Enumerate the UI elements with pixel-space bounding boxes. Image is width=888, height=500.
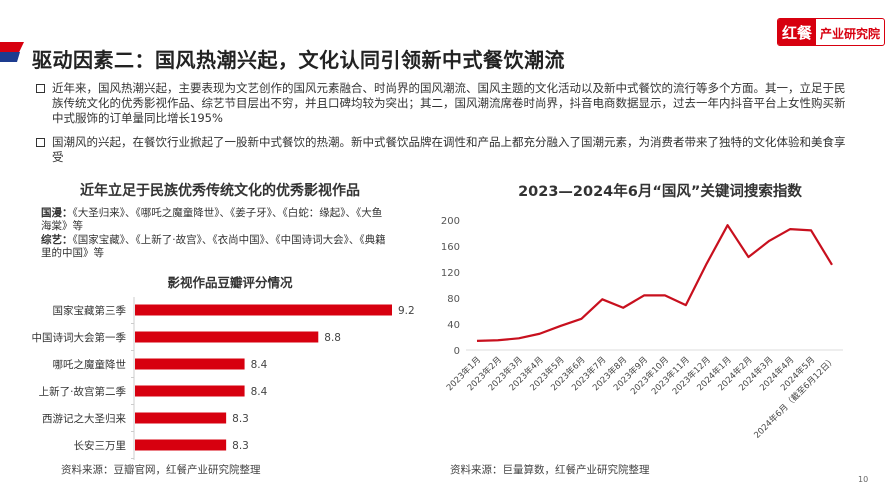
logo: 红餐 产业研究院 (777, 18, 886, 46)
bullet-text: 国潮风的兴起，在餐饮行业掀起了一股新中式餐饮的热潮。新中式餐饮品牌在调性和产品上… (52, 135, 846, 164)
left-source: 资料来源：豆瓣官网，红餐产业研究院整理 (61, 464, 261, 476)
page-title: 驱动因素二：国风热潮兴起，文化认同引领新中式餐饮潮流 (32, 48, 565, 72)
anime-note: 国漫：《大圣归来》、《哪吒之魔童降世》、《姜子牙》、《白蛇：缘起》、《大鱼海棠》… (41, 207, 391, 233)
y-tick-label: 120 (441, 268, 460, 279)
y-tick-label: 80 (447, 294, 460, 305)
anime-label: 国漫： (41, 207, 73, 219)
y-tick-label: 200 (441, 216, 460, 227)
bar-category-label: 长安三万里 (74, 439, 127, 452)
bar-category-label: 上新了·故宫第二季 (39, 385, 127, 398)
anime-text: 《大圣归来》、《哪吒之魔童降世》、《姜子牙》、《白蛇：缘起》、《大鱼海棠》等 (41, 207, 383, 232)
bar-value-label: 8.3 (232, 413, 249, 425)
bar-chart: 国家宝藏第三季 9.2 中国诗词大会第一季 8.8 哪吒之魔童降世 8.4 上新了·故宫第二… (32, 297, 415, 460)
bar-category-label: 西游记之大圣归来 (42, 412, 126, 425)
bar (135, 439, 227, 451)
bar-chart-title: 影视作品豆瓣评分情况 (167, 275, 293, 290)
series-line (476, 224, 833, 342)
logo-text: 产业研究院 (820, 27, 881, 41)
bar-category-label: 哪吒之魔童降世 (53, 358, 127, 371)
logo-mark: 红餐 (778, 19, 817, 45)
bullet-1: 近年来，国风热潮兴起，主要表现为文艺创作的国风元素融合、时尚界的国风潮流、国风主… (36, 81, 846, 126)
bar (135, 304, 392, 316)
bar (135, 385, 245, 397)
bullet-2: 国潮风的兴起，在餐饮行业掀起了一股新中式餐饮的热潮。新中式餐饮品牌在调性和产品上… (36, 135, 846, 165)
variety-label: 综艺： (41, 234, 73, 246)
right-source: 资料来源：巨量算数，红餐产业研究院整理 (450, 464, 650, 476)
title-flag-blue (0, 52, 20, 62)
bar-value-label: 8.8 (324, 332, 341, 344)
bar-value-label: 8.3 (232, 440, 249, 452)
bar-category-label: 中国诗词大会第一季 (32, 331, 127, 344)
title-flag-red (0, 42, 24, 52)
square-bullet-icon (36, 138, 45, 147)
page-number: 10 (858, 475, 869, 484)
bar-value-label: 8.4 (251, 386, 268, 398)
y-tick-label: 40 (447, 320, 460, 331)
bullet-text: 近年来，国风热潮兴起，主要表现为文艺创作的国风元素融合、时尚界的国风潮流、国风主… (52, 81, 846, 125)
left-title: 近年立足于民族优秀传统文化的优秀影视作品 (80, 183, 360, 199)
bar (135, 358, 245, 370)
bar-value-label: 9.2 (398, 305, 415, 317)
y-tick-label: 0 (454, 346, 460, 357)
line-chart-title: 2023—2024年6月“国风”关键词搜索指数 (518, 184, 802, 200)
bar (135, 412, 227, 424)
variety-note: 综艺：《国家宝藏》、《上新了·故宫》、《衣尚中国》、《中国诗词大会》、《典籍里的… (41, 234, 391, 260)
square-bullet-icon (36, 84, 45, 93)
bar-value-label: 8.4 (251, 359, 268, 371)
bar-category-label: 国家宝藏第三季 (53, 304, 127, 317)
y-tick-label: 160 (441, 242, 460, 253)
line-chart: 040801201602002023年1月2023年2月2023年3月2023年… (441, 216, 843, 441)
variety-text: 《国家宝藏》、《上新了·故宫》、《衣尚中国》、《中国诗词大会》、《典籍里的中国》… (41, 234, 386, 259)
bar (135, 331, 319, 343)
